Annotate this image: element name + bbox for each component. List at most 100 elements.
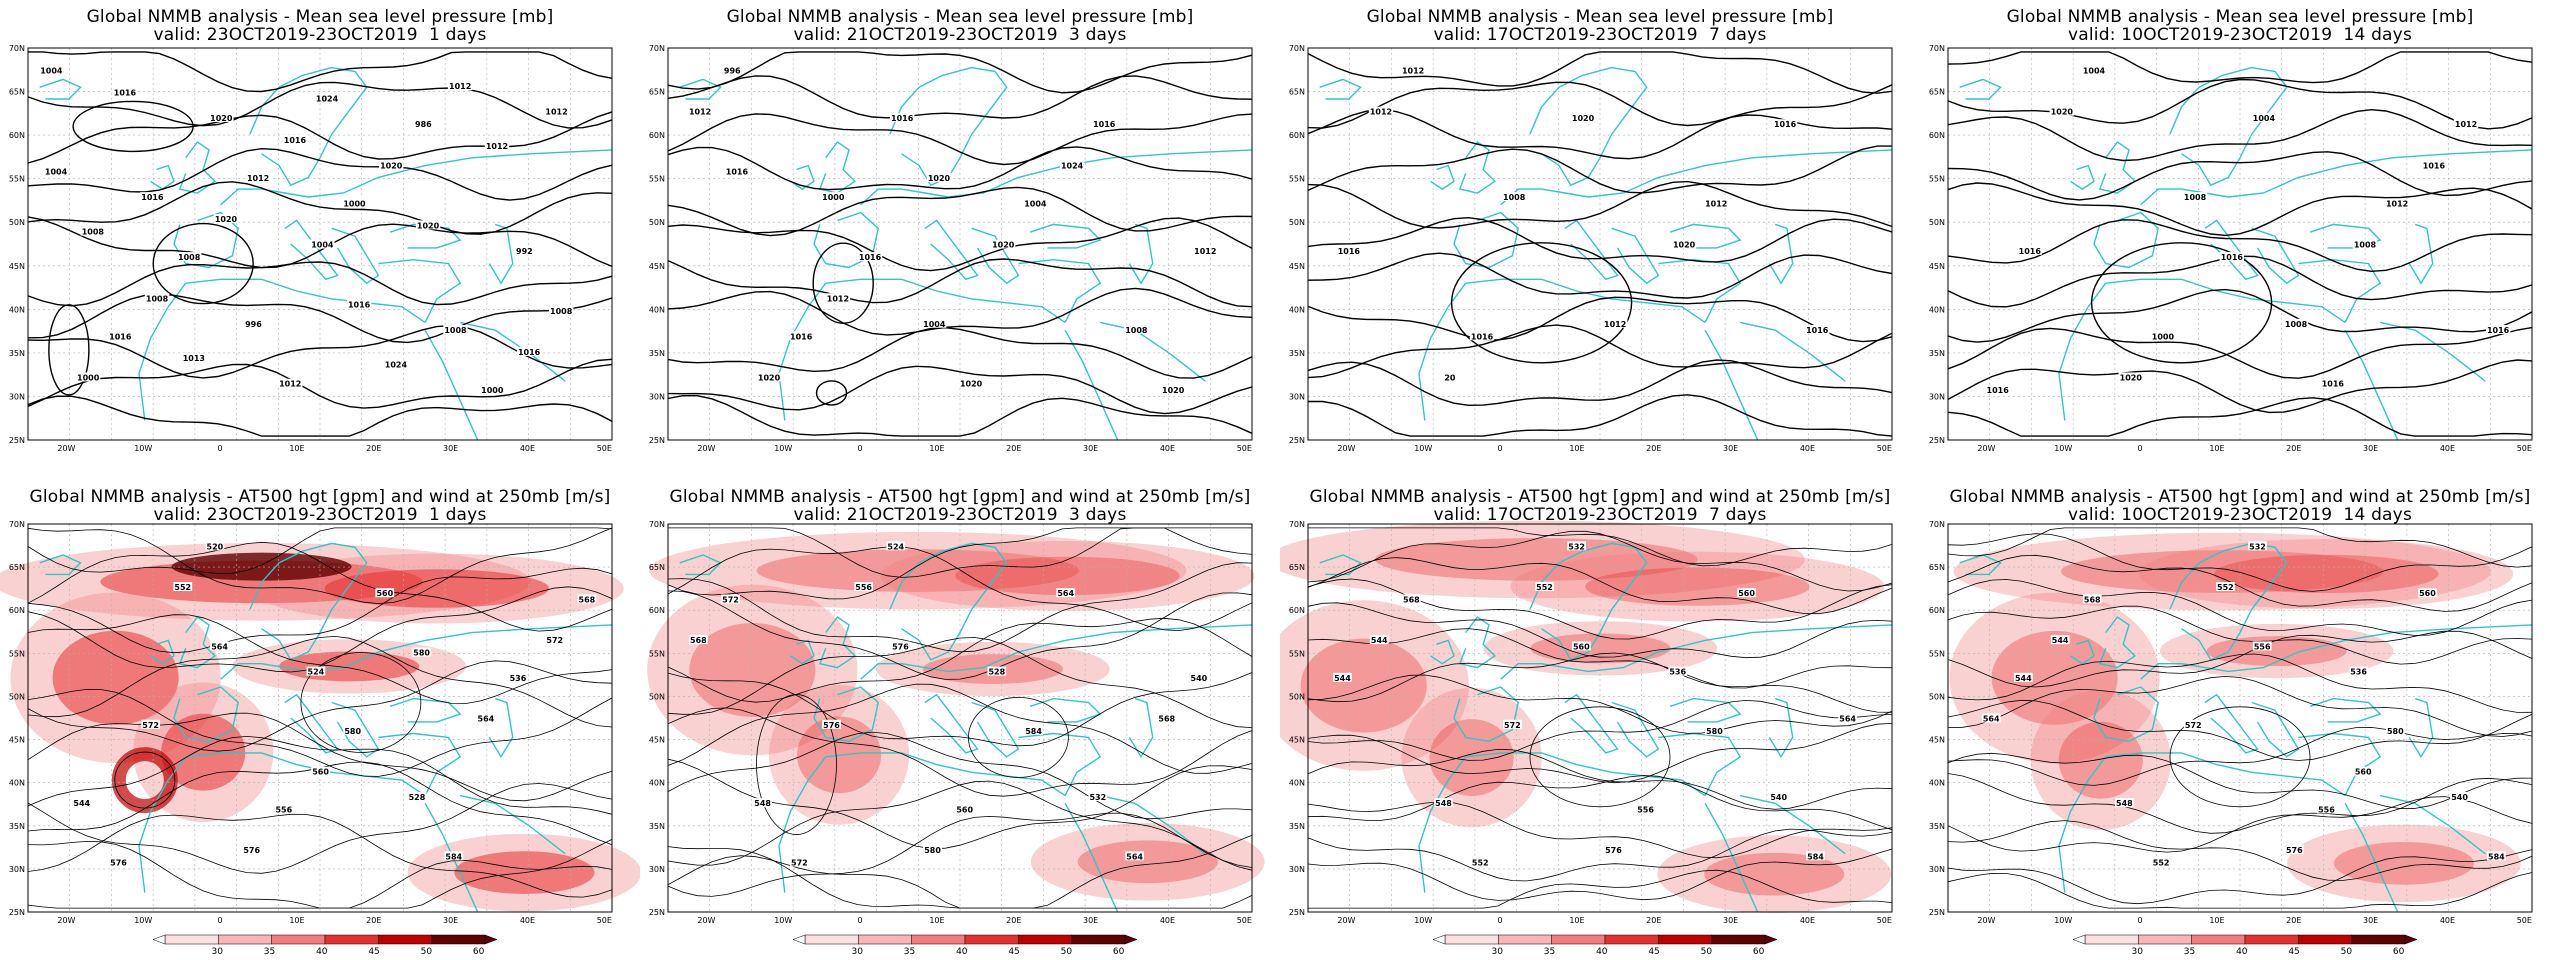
contour-label: 1008: [2285, 320, 2308, 329]
contour-label: 564: [1983, 715, 2000, 724]
panel-title: Global NMMB analysis - Mean sea level pr…: [86, 7, 554, 27]
height-contour: [1947, 533, 2533, 592]
lat-tick-label: 70N: [649, 520, 665, 529]
contour-label: 1016: [2221, 253, 2244, 262]
map-frame: [1947, 47, 2533, 441]
lat-tick-label: 65N: [1929, 88, 1945, 97]
colorbar-tick-label: 60: [1113, 947, 1125, 957]
isobar: [667, 186, 1253, 237]
lat-lon-grid: [668, 524, 1252, 912]
colorbar-segment: [911, 934, 966, 945]
coastline: [1959, 554, 2002, 576]
coastline: [1064, 803, 1119, 913]
map-z500-7d: 532 536 540 544 548 552 556 560 564 568 572 576 580 5…: [1280, 520, 1893, 957]
lat-tick-label: 60N: [9, 606, 25, 615]
height-contour: [1947, 820, 2533, 881]
height-contour: [27, 567, 613, 654]
coastline: [1740, 794, 1846, 855]
lon-tick-label: 10W: [134, 916, 152, 925]
wind-colorbar: 30 35 40 45 50 60: [1432, 934, 1778, 957]
coastline: [2169, 542, 2288, 661]
contour-label: 1012: [545, 108, 567, 117]
map-mslp-14d: 1004 1008 1008 1012 1016 1020 1000 1004 1008 1012…: [1929, 44, 2533, 453]
contour-label: 1008: [1125, 326, 1148, 335]
lat-tick-label: 50N: [1289, 692, 1305, 701]
colorbar-tick-label: 50: [1701, 947, 1713, 957]
lat-tick-label: 65N: [1289, 563, 1305, 572]
coastline: [971, 227, 1020, 285]
coastline: [1658, 732, 1742, 796]
lat-tick-label: 40N: [649, 305, 665, 314]
coastline: [1704, 803, 1759, 913]
height-contour: [667, 731, 1253, 820]
contour-label: 548: [754, 799, 771, 808]
coastline: [150, 639, 175, 665]
contour-label: 544: [73, 799, 90, 808]
lon-tick-label: 10E: [929, 444, 944, 453]
height-contour: [667, 780, 1253, 871]
isobar: [1947, 51, 2533, 84]
isobar: [27, 147, 613, 201]
colorbar-segment: [164, 934, 219, 945]
height-contour: [27, 660, 613, 752]
lon-tick-label: 10W: [774, 916, 792, 925]
isobar: [1307, 324, 1893, 379]
height-contour: [1947, 752, 2533, 810]
height-contour: [27, 527, 613, 605]
contour-label: 536: [510, 674, 527, 683]
coastline: [2093, 686, 2159, 743]
contour-label: 1020: [417, 221, 440, 230]
coastline: [2251, 701, 2300, 758]
contour-label: 576: [2286, 846, 2303, 855]
lat-tick-label: 60N: [1929, 606, 1945, 615]
wind-shade-blob: [647, 584, 858, 756]
isobar: [667, 51, 1253, 94]
lon-tick-label: 20E: [1646, 444, 1661, 453]
contour-label: 1024: [1061, 161, 1084, 170]
lat-tick-label: 35N: [1929, 349, 1945, 358]
lat-tick-label: 45N: [9, 736, 25, 745]
lat-tick-label: 40N: [9, 305, 25, 314]
lat-tick-label: 50N: [9, 692, 25, 701]
coastline: [2380, 794, 2486, 855]
map-mslp-7d: 1012 1008 1012 1012 1016 1012 1016 1020 1020 1016…: [1289, 44, 1893, 453]
closed-contour: [2090, 242, 2273, 364]
contour-label: 572: [546, 636, 563, 645]
contour-label: 1004: [923, 320, 946, 329]
contour-label: 1016: [1806, 326, 1829, 335]
isobar: [667, 217, 1253, 272]
contour-label: 1012: [2455, 120, 2477, 129]
coastline: [924, 219, 979, 281]
isobar: [1947, 108, 2533, 162]
lat-tick-label: 70N: [1289, 44, 1305, 53]
contour-label: 1008: [146, 294, 169, 303]
lon-tick-label: 0: [2138, 916, 2143, 925]
panel-z500-14d: Global NMMB analysis - AT500 hgt [gpm] a…: [1920, 480, 2560, 960]
coastline: [378, 258, 462, 323]
coastline: [1029, 223, 1102, 249]
contour-label: 1024: [385, 361, 408, 370]
height-contour: [1947, 630, 2533, 688]
panel-subtitle: valid: 21OCT2019-23OCT2019 3 days: [793, 25, 1127, 45]
isobar: [27, 216, 613, 269]
colorbar-segment: [324, 934, 379, 945]
contour-label: 1012: [2386, 199, 2408, 208]
lat-tick-label: 40N: [649, 779, 665, 788]
lat-tick-label: 50N: [9, 218, 25, 227]
coastline: [1029, 697, 1102, 723]
colorbar-segment: [1711, 934, 1766, 945]
contour-label: 1016: [790, 332, 813, 341]
coastline: [1100, 794, 1206, 855]
wind-shade-core: [756, 549, 1079, 592]
wind-colorbar: 30 35 40 45 50 60: [152, 934, 498, 957]
colorbar-tick-label: 35: [264, 947, 275, 957]
colorbar-tick-label: 40: [316, 947, 328, 957]
lon-tick-label: 10W: [2054, 444, 2072, 453]
lon-tick-label: 20E: [366, 444, 381, 453]
wind-shade-core: [1077, 840, 1218, 884]
colorbar-tick-label: 60: [1753, 947, 1765, 957]
lat-tick-label: 65N: [9, 88, 25, 97]
lat-tick-label: 50N: [1929, 692, 1945, 701]
lon-tick-label: 20W: [57, 916, 75, 925]
lon-tick-label: 20E: [1006, 916, 1021, 925]
